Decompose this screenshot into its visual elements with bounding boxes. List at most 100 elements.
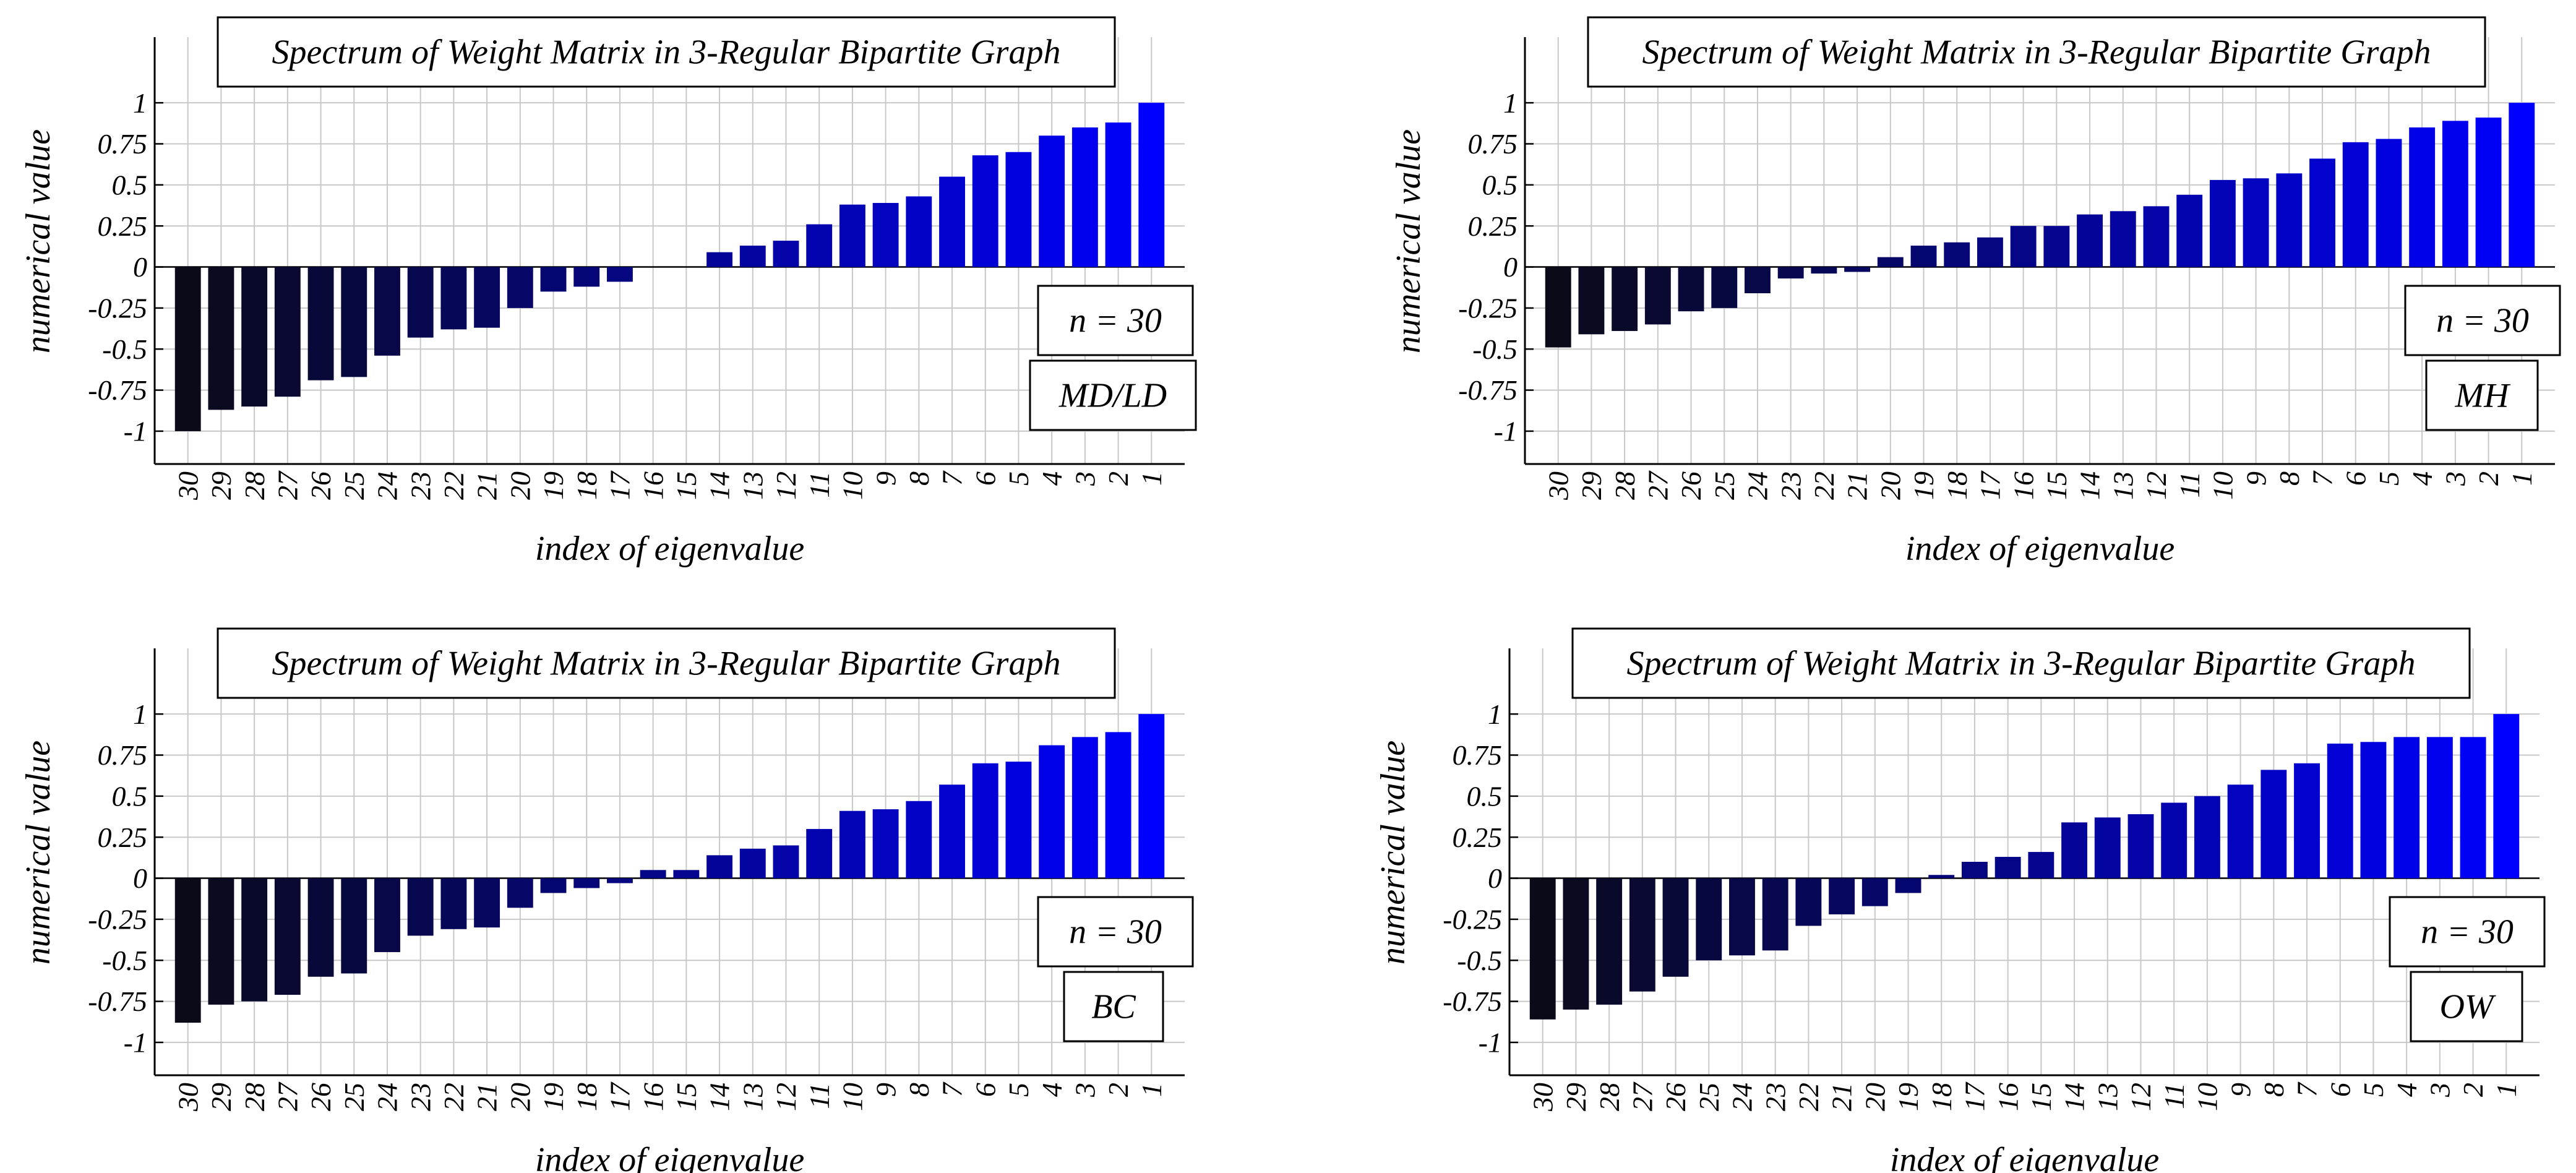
bar-20: [1861, 878, 1888, 906]
x-tick-label: 18: [571, 471, 603, 500]
x-tick-label: 24: [372, 471, 403, 500]
x-tick-label: 2: [2457, 1083, 2489, 1097]
bar-13: [739, 848, 766, 879]
annotation-method: MH: [2454, 376, 2510, 415]
x-tick-label: 16: [637, 471, 669, 500]
bar-8: [906, 196, 932, 267]
x-tick-label: 5: [2358, 1083, 2389, 1097]
x-tick-label: 19: [538, 471, 569, 500]
bar-27: [1629, 878, 1655, 992]
x-tick-label: 28: [1609, 471, 1641, 500]
x-tick-label: 27: [272, 470, 303, 500]
bar-26: [307, 878, 334, 977]
x-tick-label: 17: [1959, 1081, 1991, 1111]
bar-26: [307, 267, 334, 380]
y-tick-label: -0.75: [88, 986, 147, 1017]
bar-14: [2061, 822, 2088, 879]
bar-1: [1138, 714, 1165, 879]
chart-title: Spectrum of Weight Matrix in 3-Regular B…: [272, 33, 1061, 71]
annotation-method-box: [2425, 359, 2539, 431]
annotation-n-box: [1037, 896, 1194, 968]
bar-25: [341, 267, 367, 377]
x-tick-label: 3: [1070, 471, 1101, 486]
chart-panel-4: 10.750.50.250-0.25-0.5-0.75-130 29 28 27 26 2…: [1374, 627, 2546, 1173]
x-tick-label: 20: [504, 471, 536, 500]
x-tick-label: 19: [1908, 471, 1939, 500]
bar-9: [872, 203, 899, 267]
bar-22: [440, 267, 467, 330]
bar-21: [474, 267, 500, 328]
annotation-n: n = 30: [2436, 301, 2529, 340]
bar-2: [1105, 122, 1131, 267]
x-tick-label: 13: [2092, 1083, 2123, 1111]
x-tick-label: 4: [2406, 471, 2438, 486]
x-tick-label: 15: [671, 471, 702, 500]
x-tick-label: 8: [903, 471, 935, 486]
x-tick-label: 10: [837, 1083, 869, 1111]
x-axis-label: index of eigenvalue: [1890, 1141, 2159, 1173]
bar-10: [2194, 796, 2220, 879]
bar-12: [773, 241, 799, 267]
x-tick-label: 8: [903, 1083, 935, 1097]
y-tick-label: 0.25: [1453, 822, 1503, 853]
bar-28: [241, 267, 268, 407]
annotation-method-box: [1029, 359, 1197, 431]
x-tick-label: 30: [172, 1083, 204, 1112]
x-tick-label: 21: [1826, 1083, 1858, 1111]
y-axis-label: numerical value: [19, 741, 58, 965]
bar-12: [2127, 814, 2154, 879]
bar-20: [1877, 257, 1904, 267]
x-tick-label: 29: [205, 1083, 237, 1111]
chart-panel-1: 10.750.50.250-0.25-0.5-0.75-130 29 28 27 26 2…: [19, 16, 1197, 568]
y-axis-label: numerical value: [1374, 741, 1412, 965]
y-tick-label: 0.75: [1468, 128, 1518, 160]
x-tick-label: 12: [770, 471, 802, 500]
bar-6: [2342, 142, 2369, 267]
bar-18: [1928, 875, 1955, 879]
bar-3: [2442, 121, 2468, 267]
x-axis-label: index of eigenvalue: [1905, 530, 2175, 568]
bar-26: [1678, 267, 1704, 312]
x-tick-label: 3: [2440, 471, 2471, 486]
bar-4: [1039, 135, 1065, 267]
bar-7: [939, 784, 965, 879]
x-tick-label: 28: [1594, 1083, 1625, 1111]
annotation-n: n = 30: [1069, 301, 1162, 340]
y-tick-label: -0.25: [88, 293, 147, 324]
bar-5: [2376, 139, 2402, 267]
x-tick-label: 8: [2273, 471, 2305, 486]
x-tick-label: 17: [604, 470, 636, 500]
bar-4: [2394, 737, 2420, 879]
x-tick-label: 28: [239, 471, 270, 500]
chart-title-box: [1587, 16, 2486, 88]
y-tick-label: -1: [124, 1027, 147, 1059]
x-tick-label: 1: [2491, 1083, 2522, 1097]
chart-panel-3: 10.750.50.250-0.25-0.5-0.75-130 29 28 27 26 2…: [19, 627, 1194, 1173]
bar-30: [174, 267, 201, 431]
x-tick-label: 18: [571, 1083, 603, 1111]
x-tick-label: 15: [2041, 471, 2072, 500]
bar-28: [241, 878, 268, 1002]
annotation-n-box: [1037, 285, 1194, 356]
x-tick-label: 21: [471, 471, 503, 500]
x-tick-label: 7: [937, 470, 968, 486]
bar-6: [972, 155, 998, 267]
bar-21: [1829, 878, 1855, 914]
x-tick-label: 12: [2140, 471, 2172, 500]
x-tick-label: 18: [1926, 1083, 1957, 1111]
bar-3: [1071, 737, 1098, 879]
x-tick-label: 14: [2059, 1083, 2090, 1111]
x-tick-label: 23: [1759, 1083, 1791, 1111]
bar-5: [1005, 762, 1032, 879]
x-tick-label: 9: [2225, 1083, 2256, 1097]
x-tick-label: 6: [969, 1083, 1001, 1097]
bar-4: [1039, 745, 1065, 879]
bar-23: [1762, 878, 1788, 951]
x-tick-label: 4: [1036, 1083, 1068, 1097]
y-tick-label: 1: [1488, 698, 1502, 730]
bar-27: [274, 878, 301, 995]
x-tick-label: 5: [2373, 471, 2405, 486]
x-tick-label: 21: [1842, 471, 1873, 500]
bar-3: [2426, 737, 2453, 879]
bar-17: [1977, 237, 2003, 267]
